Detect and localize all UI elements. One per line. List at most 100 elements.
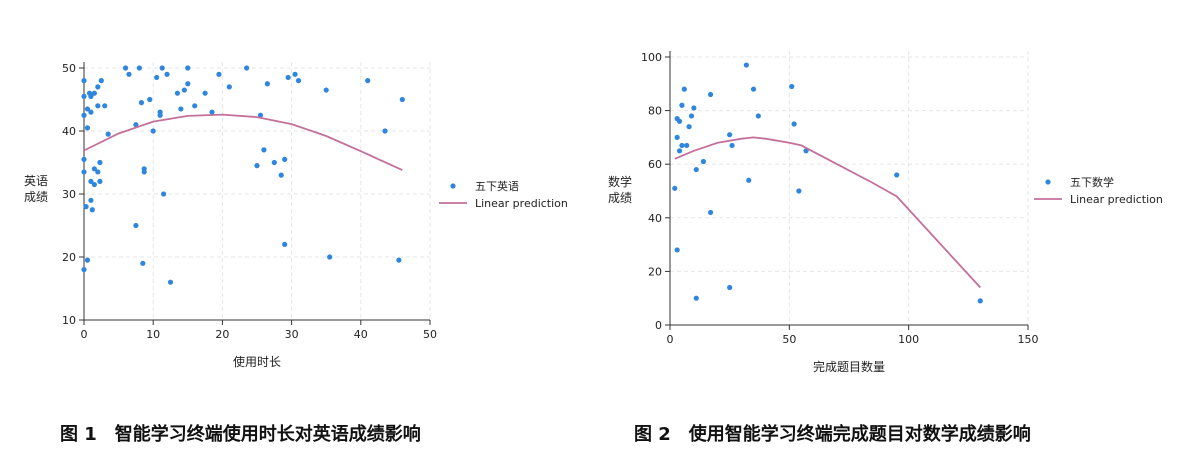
scatter-point-29 [133, 122, 139, 128]
scatter-point-6 [679, 102, 685, 108]
scatter-point-3 [674, 134, 680, 140]
x-tick-label-3: 30 [285, 328, 299, 341]
scatter-point-19 [727, 284, 733, 291]
scatter-point-50 [192, 103, 198, 109]
scatter-point-27 [122, 65, 129, 71]
y-tick-label-0: 0 [655, 319, 662, 332]
scatter-point-59 [264, 81, 270, 87]
scatter-point-61 [278, 172, 284, 178]
x-tick-label-5: 50 [423, 328, 437, 341]
y-tick-label-3: 40 [62, 125, 76, 138]
scatter-point-69 [365, 78, 371, 84]
scatter-point-51 [202, 90, 208, 96]
prediction-line [674, 136, 981, 289]
scatter-point-29 [894, 172, 900, 178]
scatter-point-2 [81, 112, 87, 118]
scatter-point-30 [133, 222, 139, 229]
scatter-point-15 [89, 207, 95, 213]
scatter-point-31 [136, 65, 142, 71]
scatter-point-10 [686, 124, 692, 130]
y-tick-label-4: 50 [62, 62, 76, 75]
scatter-point-26 [105, 131, 111, 137]
scatter-point-42 [160, 191, 167, 197]
scatter-point-25 [789, 83, 795, 90]
caption-figure-1: 图 1 智能学习终端使用时长对英语成绩影响 [60, 424, 421, 445]
scatter-point-71 [396, 257, 402, 263]
scatter-point-40 [157, 112, 163, 118]
scatter-point-26 [791, 121, 797, 127]
scatter-point-68 [327, 254, 333, 260]
chart-math-svg: 0 50 100 150 0 20 40 60 80 100 完成题目数量 数学成绩 五下数学 Linea… [608, 51, 1163, 374]
legend-label-0: 五下英语 [475, 179, 519, 193]
scatter-point-14 [88, 197, 94, 203]
scatter-point-70 [382, 128, 388, 134]
scatter-point-38 [154, 74, 160, 81]
scatter-point-47 [181, 87, 187, 93]
scatter-point-64 [285, 74, 291, 81]
scatter-point-13 [88, 178, 94, 184]
scatter-point-4 [676, 118, 683, 124]
prediction-line [83, 113, 403, 171]
scatter-point-49 [185, 81, 191, 87]
scatter-point-21 [95, 169, 101, 175]
scatter-point-12 [88, 109, 94, 115]
y-tick-label-0: 10 [62, 314, 76, 327]
scatter-point-67 [323, 87, 329, 93]
scatter-point-41 [159, 65, 165, 71]
scatter-point-35 [141, 169, 147, 175]
scatter-point-63 [282, 241, 288, 247]
scatter-point-3 [81, 156, 87, 162]
chart-english-svg: 0 10 20 30 40 50 10 20 30 40 50 使用时长 英语成绩 五下英语 Linear … [24, 62, 568, 369]
scatter-point-8 [84, 106, 91, 112]
scatter-point-22 [746, 177, 752, 183]
scatter-point-0 [81, 78, 87, 84]
scatter-point-65 [292, 71, 298, 77]
scatter-point-1 [674, 247, 680, 253]
y-axis-label: 英语成绩 [24, 174, 48, 204]
scatter-point-20 [95, 103, 101, 109]
scatter-point-37 [150, 128, 156, 134]
scatter-point-11 [688, 113, 695, 119]
scatter-point-66 [295, 78, 302, 84]
scatter-point-20 [729, 142, 735, 149]
scatter-point-62 [282, 156, 288, 162]
x-tick-label-2: 20 [215, 328, 229, 341]
chart-math: 0 50 100 150 0 20 40 60 80 100 完成题目数量 数学成绩 五下数学 Linea… [600, 0, 1200, 400]
x-tick-label-1: 10 [146, 328, 160, 341]
y-tick-label-1: 20 [648, 265, 662, 278]
scatter-point-36 [147, 96, 153, 103]
scatter-point-11 [88, 93, 94, 99]
legend-label-1: Linear prediction [475, 197, 568, 210]
y-axis-label: 数学成绩 [608, 174, 632, 205]
caption-figure-2: 图 2 使用智能学习终端完成题目对数学成绩影响 [634, 424, 1031, 445]
y-tick-label-4: 80 [648, 105, 662, 118]
scatter-point-9 [684, 142, 690, 149]
scatter-point-56 [254, 163, 260, 169]
scatter-point-48 [185, 65, 191, 71]
scatter-point-55 [244, 65, 250, 71]
x-axis-label: 使用时长 [233, 354, 281, 369]
scatter-point-1 [81, 93, 87, 99]
scatter-point-25 [102, 103, 108, 109]
y-tick-label-2: 40 [648, 212, 662, 225]
scatter-point-23 [97, 178, 103, 184]
scatter-point-24 [98, 78, 104, 84]
scatter-point-19 [95, 84, 101, 90]
legend-point-swatch [1045, 179, 1051, 185]
scatter-point-5 [676, 148, 683, 154]
scatter-point-18 [727, 132, 733, 138]
scatter-point-0 [672, 185, 678, 191]
y-axis-label-line-1: 成绩 [24, 190, 48, 204]
scatter-point-4 [81, 169, 87, 175]
scatter-point-17 [91, 181, 97, 188]
x-tick-label-3: 150 [1018, 333, 1039, 346]
x-tick-label-0: 0 [667, 333, 674, 346]
scatter-point-30 [977, 298, 983, 304]
x-tick-label-1: 50 [782, 333, 796, 346]
x-tick-label-4: 40 [354, 328, 368, 341]
scatter-point-9 [84, 125, 91, 131]
scatter-point-60 [271, 159, 277, 166]
scatter-point-52 [209, 109, 215, 115]
scatter-point-43 [164, 71, 170, 77]
scatter-point-7 [84, 257, 91, 263]
